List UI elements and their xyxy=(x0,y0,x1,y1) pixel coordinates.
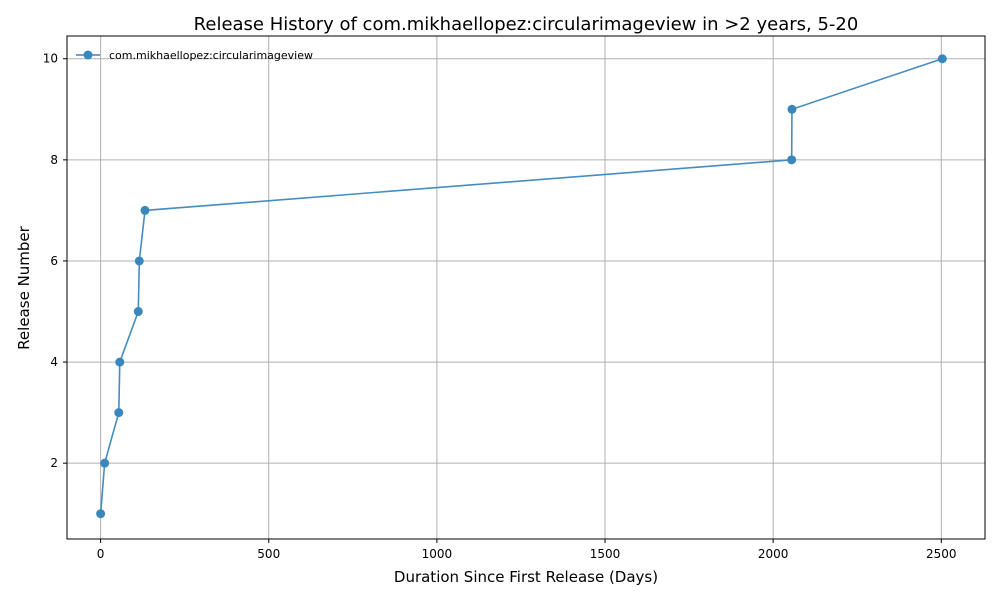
y-tick-label: 2 xyxy=(50,456,58,470)
grid-layer xyxy=(67,36,985,539)
x-tick-label: 2000 xyxy=(758,547,789,561)
series-layer xyxy=(96,54,947,519)
x-tick-label: 1500 xyxy=(590,547,621,561)
data-point xyxy=(115,357,125,367)
plot-frame xyxy=(66,35,986,540)
x-axis-label: Duration Since First Release (Days) xyxy=(394,568,658,586)
legend: com.mikhaellopez:circularimageview xyxy=(76,49,313,62)
y-tick-label: 8 xyxy=(50,153,58,167)
x-tick-label: 2500 xyxy=(926,547,957,561)
y-tick-label: 10 xyxy=(43,52,58,66)
series-line xyxy=(99,57,943,514)
y-tick-label: 4 xyxy=(50,355,58,369)
x-axis-ticks: 0 500 1000 1500 2000 2500 xyxy=(97,539,957,561)
data-point xyxy=(937,54,947,64)
x-tick-label: 500 xyxy=(257,547,280,561)
x-tick-label: 0 xyxy=(97,547,105,561)
y-axis-label: Release Number xyxy=(15,225,33,349)
data-point xyxy=(133,307,143,317)
data-point xyxy=(140,205,150,215)
data-point xyxy=(787,155,797,165)
data-point xyxy=(134,256,144,266)
legend-marker xyxy=(83,50,93,60)
data-point xyxy=(114,408,124,418)
data-point xyxy=(100,458,110,468)
x-tick-label: 1000 xyxy=(422,547,453,561)
data-point xyxy=(787,104,797,114)
y-axis-ticks: 2 4 6 8 10 xyxy=(43,52,67,470)
y-tick-label: 6 xyxy=(50,254,58,268)
chart-title: Release History of com.mikhaellopez:circ… xyxy=(194,14,859,35)
data-point xyxy=(96,509,106,519)
legend-label: com.mikhaellopez:circularimageview xyxy=(109,49,313,62)
